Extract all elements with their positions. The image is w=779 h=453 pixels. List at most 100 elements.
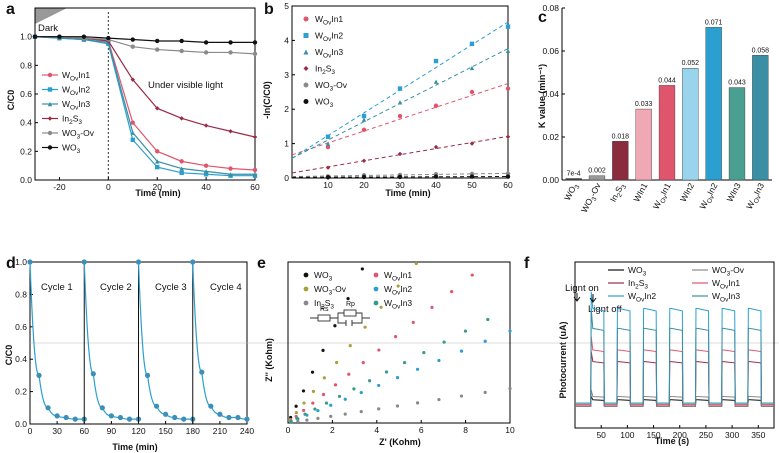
d-xtick-label: 210 [213, 426, 227, 436]
b-data-point [361, 158, 367, 163]
a-ylabel: C/C0 [6, 90, 16, 111]
b-data-point [325, 175, 331, 180]
a-legend-marker [47, 101, 53, 107]
d-xtick-label: 90 [107, 426, 117, 436]
e-data-point [459, 394, 464, 398]
a-series-line [35, 36, 256, 55]
d-data-point [244, 416, 250, 422]
e-data-point [347, 372, 351, 376]
d-ytick-label: 1.0 [15, 257, 27, 267]
e-legend-label: WOvIn2 [384, 284, 412, 297]
e-data-point [303, 412, 307, 416]
f-plot-frame [574, 261, 775, 429]
a-data-point [155, 38, 160, 44]
c-ytick-label: 0.06 [542, 46, 559, 56]
e-legend-label: WOvIn1 [384, 270, 412, 283]
e-data-point [311, 389, 316, 393]
e-xtick-label: 4 [374, 425, 379, 435]
c-bar [752, 55, 769, 181]
f-legend-label: WO3 [628, 265, 647, 278]
a-data-point [106, 35, 111, 41]
c-bar [588, 175, 606, 181]
d-xtick-label: 180 [186, 426, 200, 436]
a-data-point [203, 169, 209, 174]
d-ytick-label: 0.6 [15, 322, 27, 332]
b-xtick-label: 10 [323, 180, 333, 190]
a-xlabel: Time (min) [135, 188, 180, 198]
c-bar [682, 67, 699, 181]
d-xtick-label: 30 [52, 426, 62, 436]
e-data-point [359, 410, 363, 414]
e-data-point [430, 305, 434, 309]
a-data-point [130, 37, 135, 42]
e-circuit-inset [310, 309, 370, 326]
b-data-point [469, 65, 475, 71]
d-data-point [217, 411, 223, 417]
e-legend-marker [303, 272, 309, 278]
a-corner-shade [35, 8, 67, 24]
a-data-point [228, 172, 233, 177]
a-legend-marker [47, 130, 53, 136]
d-data-point [108, 413, 114, 419]
e-data-point [337, 394, 342, 398]
c-category-label: WO3-Ov [579, 181, 605, 216]
panel-label-c: c [538, 9, 547, 26]
d-data-point [90, 371, 96, 377]
b-data-point [397, 174, 403, 180]
e-xtick-label: 2 [330, 425, 335, 435]
panel-label-e: e [257, 255, 266, 272]
b-fit-line [291, 83, 509, 156]
e-data-point [442, 340, 446, 344]
a-data-point [228, 40, 233, 45]
e-data-point [361, 360, 365, 365]
e-data-point [384, 370, 389, 374]
f-legend-label: WOvIn1 [712, 278, 740, 291]
e-data-point [393, 335, 398, 339]
e-xtick-label: 8 [463, 425, 468, 435]
d-data-point [190, 259, 196, 265]
a-ytick-label: 1.0 [20, 32, 32, 42]
a-data-point [179, 170, 184, 176]
d-data-point [63, 414, 69, 421]
e-legend-label: WOvIn3 [384, 298, 412, 311]
b-legend-marker [303, 99, 309, 104]
e-data-point [360, 267, 364, 271]
e-data-point [348, 344, 352, 348]
d-ytick-label: 0.8 [15, 289, 27, 299]
b-data-point [361, 127, 367, 133]
a-xtick-label: -20 [53, 182, 66, 192]
a-legend-marker [47, 145, 53, 150]
e-data-point [377, 383, 381, 388]
e-data-point [379, 305, 383, 309]
e-data-point [343, 412, 347, 416]
d-data-point [99, 405, 105, 411]
a-data-point [130, 44, 135, 49]
d-ytick-label: 0.2 [15, 387, 27, 397]
a-data-point [57, 34, 62, 39]
b-data-point [505, 24, 511, 29]
a-data-point [155, 106, 160, 111]
b-data-point [505, 86, 511, 91]
c-bar-value-label: 0.033 [635, 101, 653, 108]
a-ytick-label: 0.0 [20, 175, 32, 185]
a-legend-marker [47, 116, 53, 121]
d-ylabel: C/C0 [4, 345, 14, 366]
a-data-point [179, 38, 184, 44]
a-legend-marker [47, 72, 53, 78]
c-category-label: WIn3 [725, 181, 743, 203]
b-data-point [433, 79, 439, 84]
f-photocurrent-trace [575, 336, 774, 406]
a-data-point [130, 120, 135, 125]
d-data-point [235, 414, 241, 421]
a-ytick-label: 0.2 [20, 146, 32, 156]
e-data-point [483, 339, 487, 343]
e-data-point [313, 407, 317, 411]
e-circuit-wires [310, 312, 370, 324]
a-series-line [35, 36, 255, 44]
e-data-point [359, 391, 363, 395]
b-ytick-label: 4 [284, 35, 289, 45]
e-data-point [437, 397, 441, 402]
a-data-point [252, 167, 258, 173]
f-xtick-label: 300 [725, 430, 739, 440]
c-bar-value-label: 0.044 [658, 77, 676, 84]
